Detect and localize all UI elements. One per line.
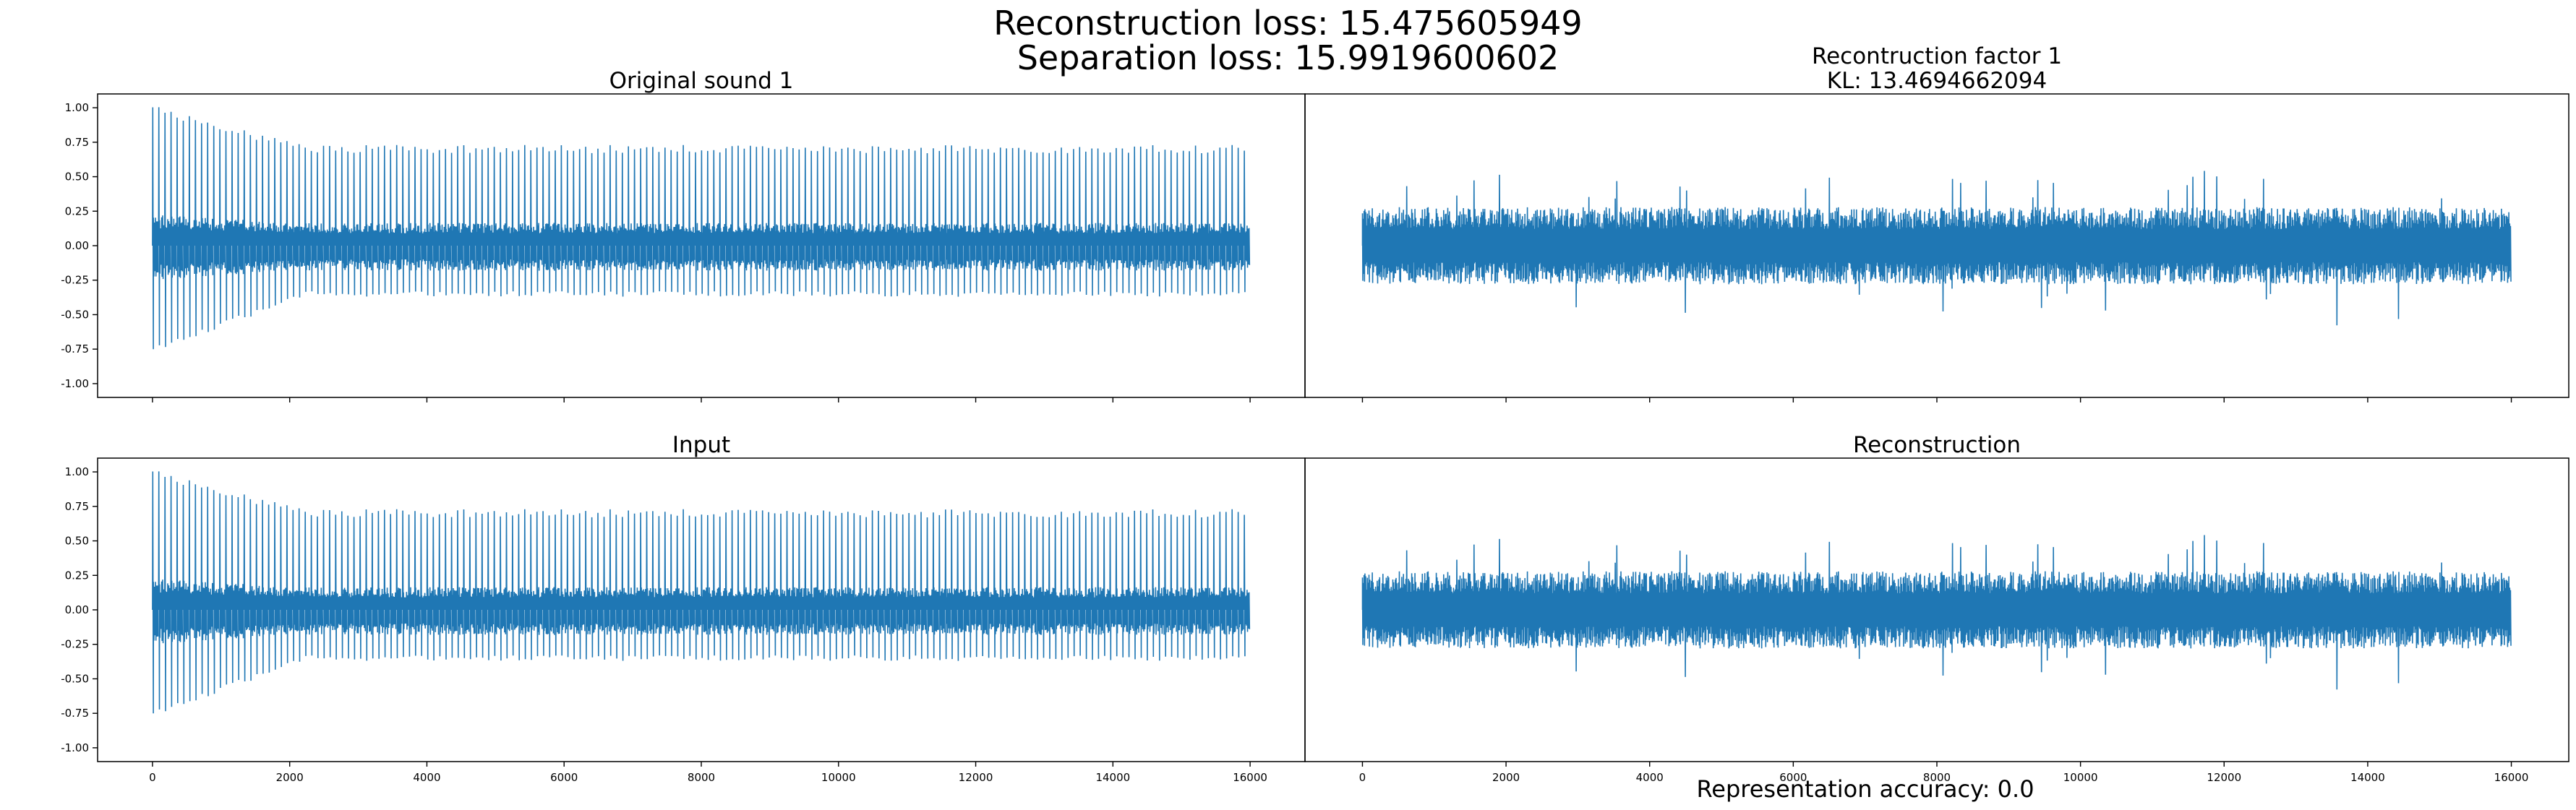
subplot-title: KL: 13.4694662094	[1827, 68, 2047, 94]
suptitle-reconstruction-loss: Reconstruction loss: 15.475605949	[993, 4, 1583, 43]
y-tick-label: 1.00	[65, 101, 89, 114]
subplot-4: Reconstruction 0 2000 4000 6000 8000 10000 1200…	[1304, 432, 2569, 784]
y-tick-label: -0.75	[61, 342, 89, 356]
x-tick-label: 8000	[1923, 771, 1951, 784]
subplot-title: Reconstruction	[1853, 432, 2021, 458]
y-tick-label: -0.25	[61, 274, 89, 287]
y-tick-label: -1.00	[61, 377, 89, 390]
suptitle-separation-loss: Separation loss: 15.9919600602	[1017, 38, 1559, 77]
x-tick-label: 2000	[1492, 771, 1520, 784]
x-tick-label: 10000	[2063, 771, 2098, 784]
subplot-title: Original sound 1	[609, 68, 794, 94]
signal-line	[1361, 535, 2512, 690]
subplot-3: Input 0 2000 4000 6000 8000 10000 12000 14000 160…	[61, 432, 1306, 784]
y-tick-label: -0.25	[61, 638, 89, 651]
y-tick-label: -1.00	[61, 741, 89, 754]
x-tick-label: 12000	[959, 771, 993, 784]
x-tick-label: 14000	[2350, 771, 2385, 784]
signal-line	[1361, 171, 2512, 326]
subplot-title: Recontruction factor 1	[1812, 43, 2062, 69]
signal-line	[152, 107, 1251, 350]
x-tick-label: 8000	[688, 771, 715, 784]
x-tick-label: 6000	[550, 771, 578, 784]
y-tick-label: -0.50	[61, 672, 89, 685]
subplot-1: Original sound 1 1.00 0.75 0.50 0.25 0.00 -0.2…	[61, 68, 1306, 402]
x-tick-label: 6000	[1779, 771, 1807, 784]
y-tick-label: 0.75	[65, 136, 89, 149]
subplot-2: Recontruction factor 1KL: 13.4694662094	[1304, 43, 2569, 402]
y-tick-label: 0.50	[65, 171, 89, 184]
x-tick-label: 12000	[2207, 771, 2241, 784]
x-tick-label: 16000	[2494, 771, 2529, 784]
x-tick-label: 0	[1359, 771, 1366, 784]
x-tick-label: 4000	[413, 771, 440, 784]
x-tick-label: 14000	[1095, 771, 1130, 784]
representation-accuracy-label: Representation accuracy: 0.0	[1696, 775, 2034, 803]
subplot-title: Input	[672, 432, 730, 458]
x-tick-label: 0	[149, 771, 156, 784]
y-tick-label: 0.00	[65, 603, 89, 616]
y-tick-label: 0.25	[65, 569, 89, 582]
x-tick-label: 16000	[1233, 771, 1267, 784]
y-tick-label: -0.50	[61, 308, 89, 321]
x-tick-label: 2000	[276, 771, 304, 784]
y-tick-label: 0.50	[65, 535, 89, 548]
x-tick-label: 10000	[821, 771, 856, 784]
y-tick-label: 0.00	[65, 239, 89, 252]
y-tick-label: 1.00	[65, 465, 89, 478]
y-tick-label: 0.75	[65, 500, 89, 513]
y-tick-label: -0.75	[61, 707, 89, 720]
signal-line	[152, 471, 1251, 714]
y-tick-label: 0.25	[65, 204, 89, 217]
x-tick-label: 4000	[1636, 771, 1664, 784]
